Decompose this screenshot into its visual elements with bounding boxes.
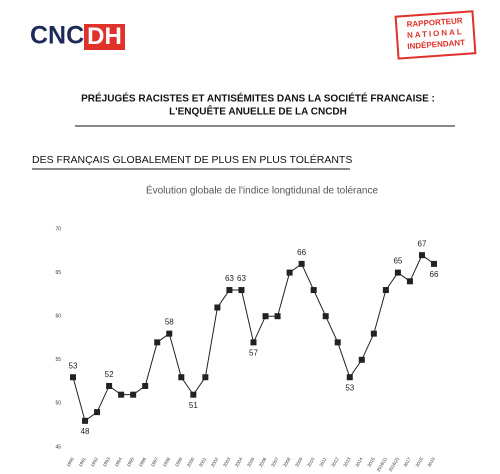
x-tick-label: 1994	[114, 456, 124, 468]
y-tick-label: 50	[55, 401, 61, 407]
x-tick-label: 1997	[150, 456, 160, 468]
point	[202, 374, 209, 381]
data-label: 57	[249, 348, 258, 357]
logo-text: DH	[87, 23, 122, 50]
x-tick-label: 1995	[126, 456, 136, 468]
point	[394, 269, 401, 276]
chart-title: Évolution globale de l'indice longtiduna…	[146, 184, 379, 197]
y-tick-label: 45	[55, 444, 61, 450]
point	[406, 278, 413, 285]
data-label: 67	[418, 239, 427, 248]
point	[298, 260, 305, 267]
data-label: 66	[297, 248, 306, 257]
x-tick-label: 2015	[366, 456, 376, 468]
stamp: RAPPORTEUR NATIONAL INDÉPENDANT	[394, 10, 477, 60]
x-tick-label: 2010	[306, 456, 316, 468]
x-tick-label: 2014	[354, 456, 364, 468]
point	[178, 374, 185, 381]
stamp-text: NATIONAL	[407, 27, 464, 40]
x-tick-label: 2017	[402, 456, 412, 468]
x-tick-label: 2019	[427, 456, 437, 468]
x-tick-label: 2011	[318, 456, 327, 467]
x-tick-label: 2006	[258, 456, 268, 468]
page-title: PRÉJUGÉS RACISTES ET ANTISÉMITES DANS LA…	[81, 92, 435, 105]
point	[130, 391, 137, 398]
x-tick-label: 1999	[174, 456, 184, 468]
x-tick-label: 1990	[66, 456, 76, 468]
data-label: 65	[393, 257, 402, 266]
data-label: 52	[105, 370, 114, 379]
x-tick-label: 2013	[342, 456, 352, 468]
logo-text: CNC	[30, 22, 84, 50]
point	[431, 260, 437, 267]
stamp-text: RAPPORTEUR	[406, 16, 463, 29]
page-title: L'ENQUÊTE ANUELLE DE LA CNCDH	[169, 105, 347, 118]
data-label: 53	[69, 361, 78, 370]
point	[286, 269, 293, 276]
stamp-text: INDÉPENDANT	[407, 38, 465, 51]
line	[72, 254, 435, 422]
y-tick-label: 60	[55, 314, 61, 320]
data-label: 63	[225, 274, 234, 283]
x-tick-label: 2016(2)	[388, 456, 400, 472]
data-label: 53	[345, 383, 354, 392]
data-label: 66	[430, 270, 439, 279]
x-tick-label: 2001	[198, 456, 208, 468]
point	[382, 287, 389, 294]
point	[82, 417, 89, 424]
stamp-border	[394, 10, 477, 60]
x-tick-label: 1992	[90, 456, 100, 468]
data-label: 48	[81, 427, 90, 436]
logo-box	[84, 24, 125, 50]
point	[70, 374, 76, 381]
point	[262, 313, 269, 320]
x-tick-label: 2000	[186, 456, 196, 468]
x-tick-label: 1993	[102, 456, 112, 468]
point	[142, 382, 149, 389]
point	[370, 330, 377, 337]
data-label: 51	[189, 401, 198, 410]
point	[106, 382, 113, 389]
x-tick-label: 2009	[294, 456, 304, 468]
x-tick-label: 1996	[138, 456, 148, 468]
point	[214, 304, 221, 311]
point	[166, 330, 173, 337]
point	[418, 252, 425, 259]
point	[310, 287, 317, 294]
data-label: 58	[165, 318, 174, 327]
point	[322, 313, 329, 320]
x-tick-label: 1991	[78, 456, 88, 468]
point	[190, 391, 197, 398]
section-heading: DES FRANÇAIS GLOBALEMENT DE PLUS EN PLUS…	[32, 153, 352, 166]
x-tick-label: 2016(1)	[376, 456, 388, 472]
data-label: 63	[237, 274, 246, 283]
y-tick-label: 55	[55, 357, 61, 363]
x-tick-label: 2018	[415, 456, 425, 468]
point	[358, 356, 365, 363]
x-tick-label: 2012	[330, 456, 340, 468]
point	[274, 313, 281, 320]
point	[118, 391, 125, 398]
point	[154, 339, 161, 346]
point	[238, 287, 245, 294]
x-tick-label: 2008	[282, 456, 292, 468]
point	[250, 339, 257, 346]
point	[94, 409, 101, 416]
x-tick-label: 2005	[246, 456, 256, 468]
x-tick-label: 2002	[210, 456, 220, 468]
y-tick-label: 65	[55, 270, 61, 276]
point	[334, 339, 341, 346]
x-tick-label: 2004	[234, 456, 244, 468]
y-tick-label: 70	[55, 226, 61, 232]
x-tick-label: 2007	[270, 456, 280, 468]
x-tick-label: 2003	[222, 456, 232, 468]
point	[226, 287, 233, 294]
x-tick-label: 1998	[162, 456, 172, 468]
point	[346, 374, 353, 381]
